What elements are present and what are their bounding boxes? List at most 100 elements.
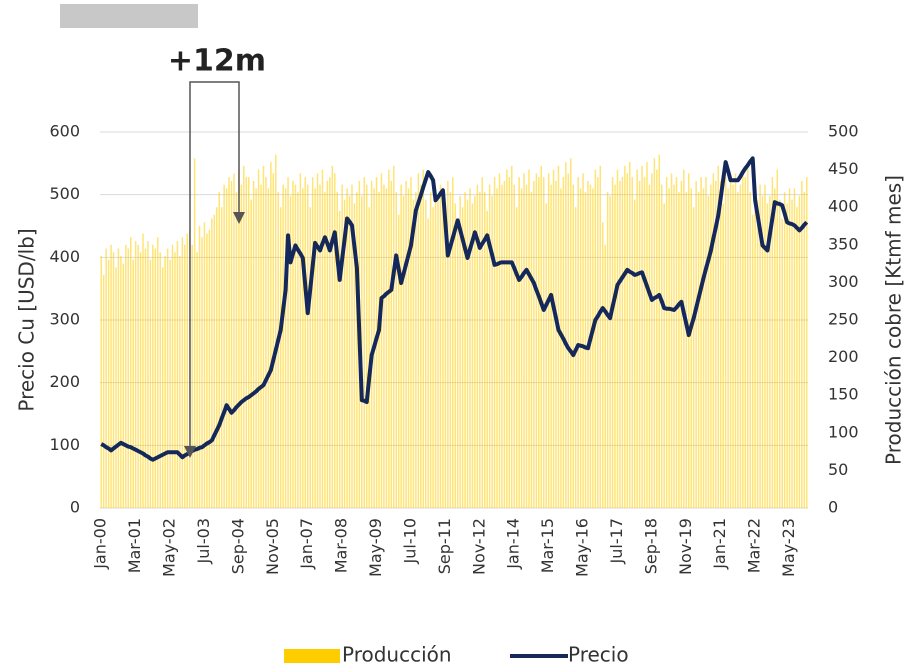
bar — [270, 162, 272, 508]
bar — [513, 184, 515, 508]
bar — [117, 248, 120, 508]
bar — [235, 192, 238, 508]
bar — [498, 173, 501, 509]
bar — [306, 184, 309, 508]
bar — [144, 248, 147, 508]
y2-tick-label: 150 — [828, 385, 859, 404]
y-axis-title: Precio Cu [USD/lb] — [15, 228, 39, 411]
bar — [670, 173, 673, 509]
bar — [702, 188, 705, 508]
bar — [437, 199, 439, 508]
bar — [309, 207, 311, 508]
bar — [742, 169, 744, 508]
bar — [393, 165, 395, 508]
bar — [506, 169, 508, 508]
bar — [496, 188, 498, 508]
bar — [656, 169, 658, 508]
bar — [515, 207, 518, 508]
arrow-head — [184, 446, 196, 458]
bar — [769, 195, 771, 509]
bar — [336, 192, 338, 508]
bar — [107, 259, 110, 508]
bar — [257, 169, 260, 508]
bar — [469, 188, 471, 508]
annotation: +12m — [168, 44, 266, 79]
bar — [638, 180, 641, 508]
bar — [164, 256, 166, 508]
bar — [710, 184, 712, 508]
bar — [159, 252, 161, 508]
bar — [601, 222, 604, 509]
bar — [643, 177, 646, 508]
y-tick-label: 600 — [49, 122, 80, 141]
bar — [260, 184, 262, 508]
bar — [351, 184, 353, 508]
bar — [400, 184, 402, 508]
bar — [110, 244, 112, 509]
bar — [115, 267, 117, 508]
bar — [488, 184, 491, 508]
bar — [388, 169, 390, 508]
bar — [776, 169, 779, 508]
bar — [663, 203, 665, 508]
bar — [712, 173, 715, 509]
bar — [279, 207, 282, 508]
bar — [552, 169, 555, 508]
y-tick-label: 200 — [49, 372, 80, 391]
bar — [479, 192, 481, 508]
bar — [157, 237, 159, 508]
bar — [675, 177, 678, 508]
bar — [692, 207, 695, 508]
bar — [636, 169, 638, 508]
y2-tick-label: 0 — [828, 498, 838, 517]
bar — [606, 192, 609, 508]
x-tick-label: May-09 — [366, 518, 385, 577]
x-tick-label: Mar-08 — [332, 518, 351, 573]
bar — [439, 184, 442, 508]
bar — [508, 177, 511, 508]
bar — [299, 173, 302, 509]
bar — [456, 222, 459, 509]
bar — [319, 184, 321, 508]
bar — [491, 195, 493, 509]
bar — [166, 248, 169, 508]
y-tick-label: 400 — [49, 247, 80, 266]
bar — [719, 180, 722, 508]
bar — [764, 184, 766, 508]
bar — [520, 188, 523, 508]
bar — [685, 192, 688, 508]
bar — [756, 199, 759, 508]
bar — [105, 248, 107, 508]
bar — [771, 177, 774, 508]
bar — [751, 214, 754, 508]
bar — [796, 207, 798, 508]
bar — [265, 177, 267, 508]
legend-swatch — [284, 649, 340, 663]
bar — [390, 180, 393, 508]
bar — [132, 259, 134, 508]
bar — [405, 180, 407, 508]
bar — [181, 237, 184, 508]
bar — [201, 237, 203, 508]
bar — [245, 177, 248, 508]
bar — [176, 241, 179, 509]
y2-axis-title: Producción cobre [Ktmf mes] — [882, 175, 906, 465]
bar — [471, 203, 474, 508]
bar — [530, 192, 533, 508]
bar — [383, 184, 385, 508]
bar — [289, 195, 292, 509]
bar — [700, 177, 702, 508]
bar — [326, 180, 329, 508]
bar — [149, 259, 152, 508]
bar — [466, 199, 469, 508]
bar — [407, 188, 410, 508]
bar — [624, 165, 626, 508]
bar — [616, 169, 619, 508]
bar — [420, 184, 422, 508]
bar — [424, 199, 427, 508]
bar — [287, 177, 289, 508]
bar — [734, 173, 737, 509]
bar — [171, 244, 174, 509]
bar — [122, 263, 125, 508]
bar — [486, 210, 488, 508]
